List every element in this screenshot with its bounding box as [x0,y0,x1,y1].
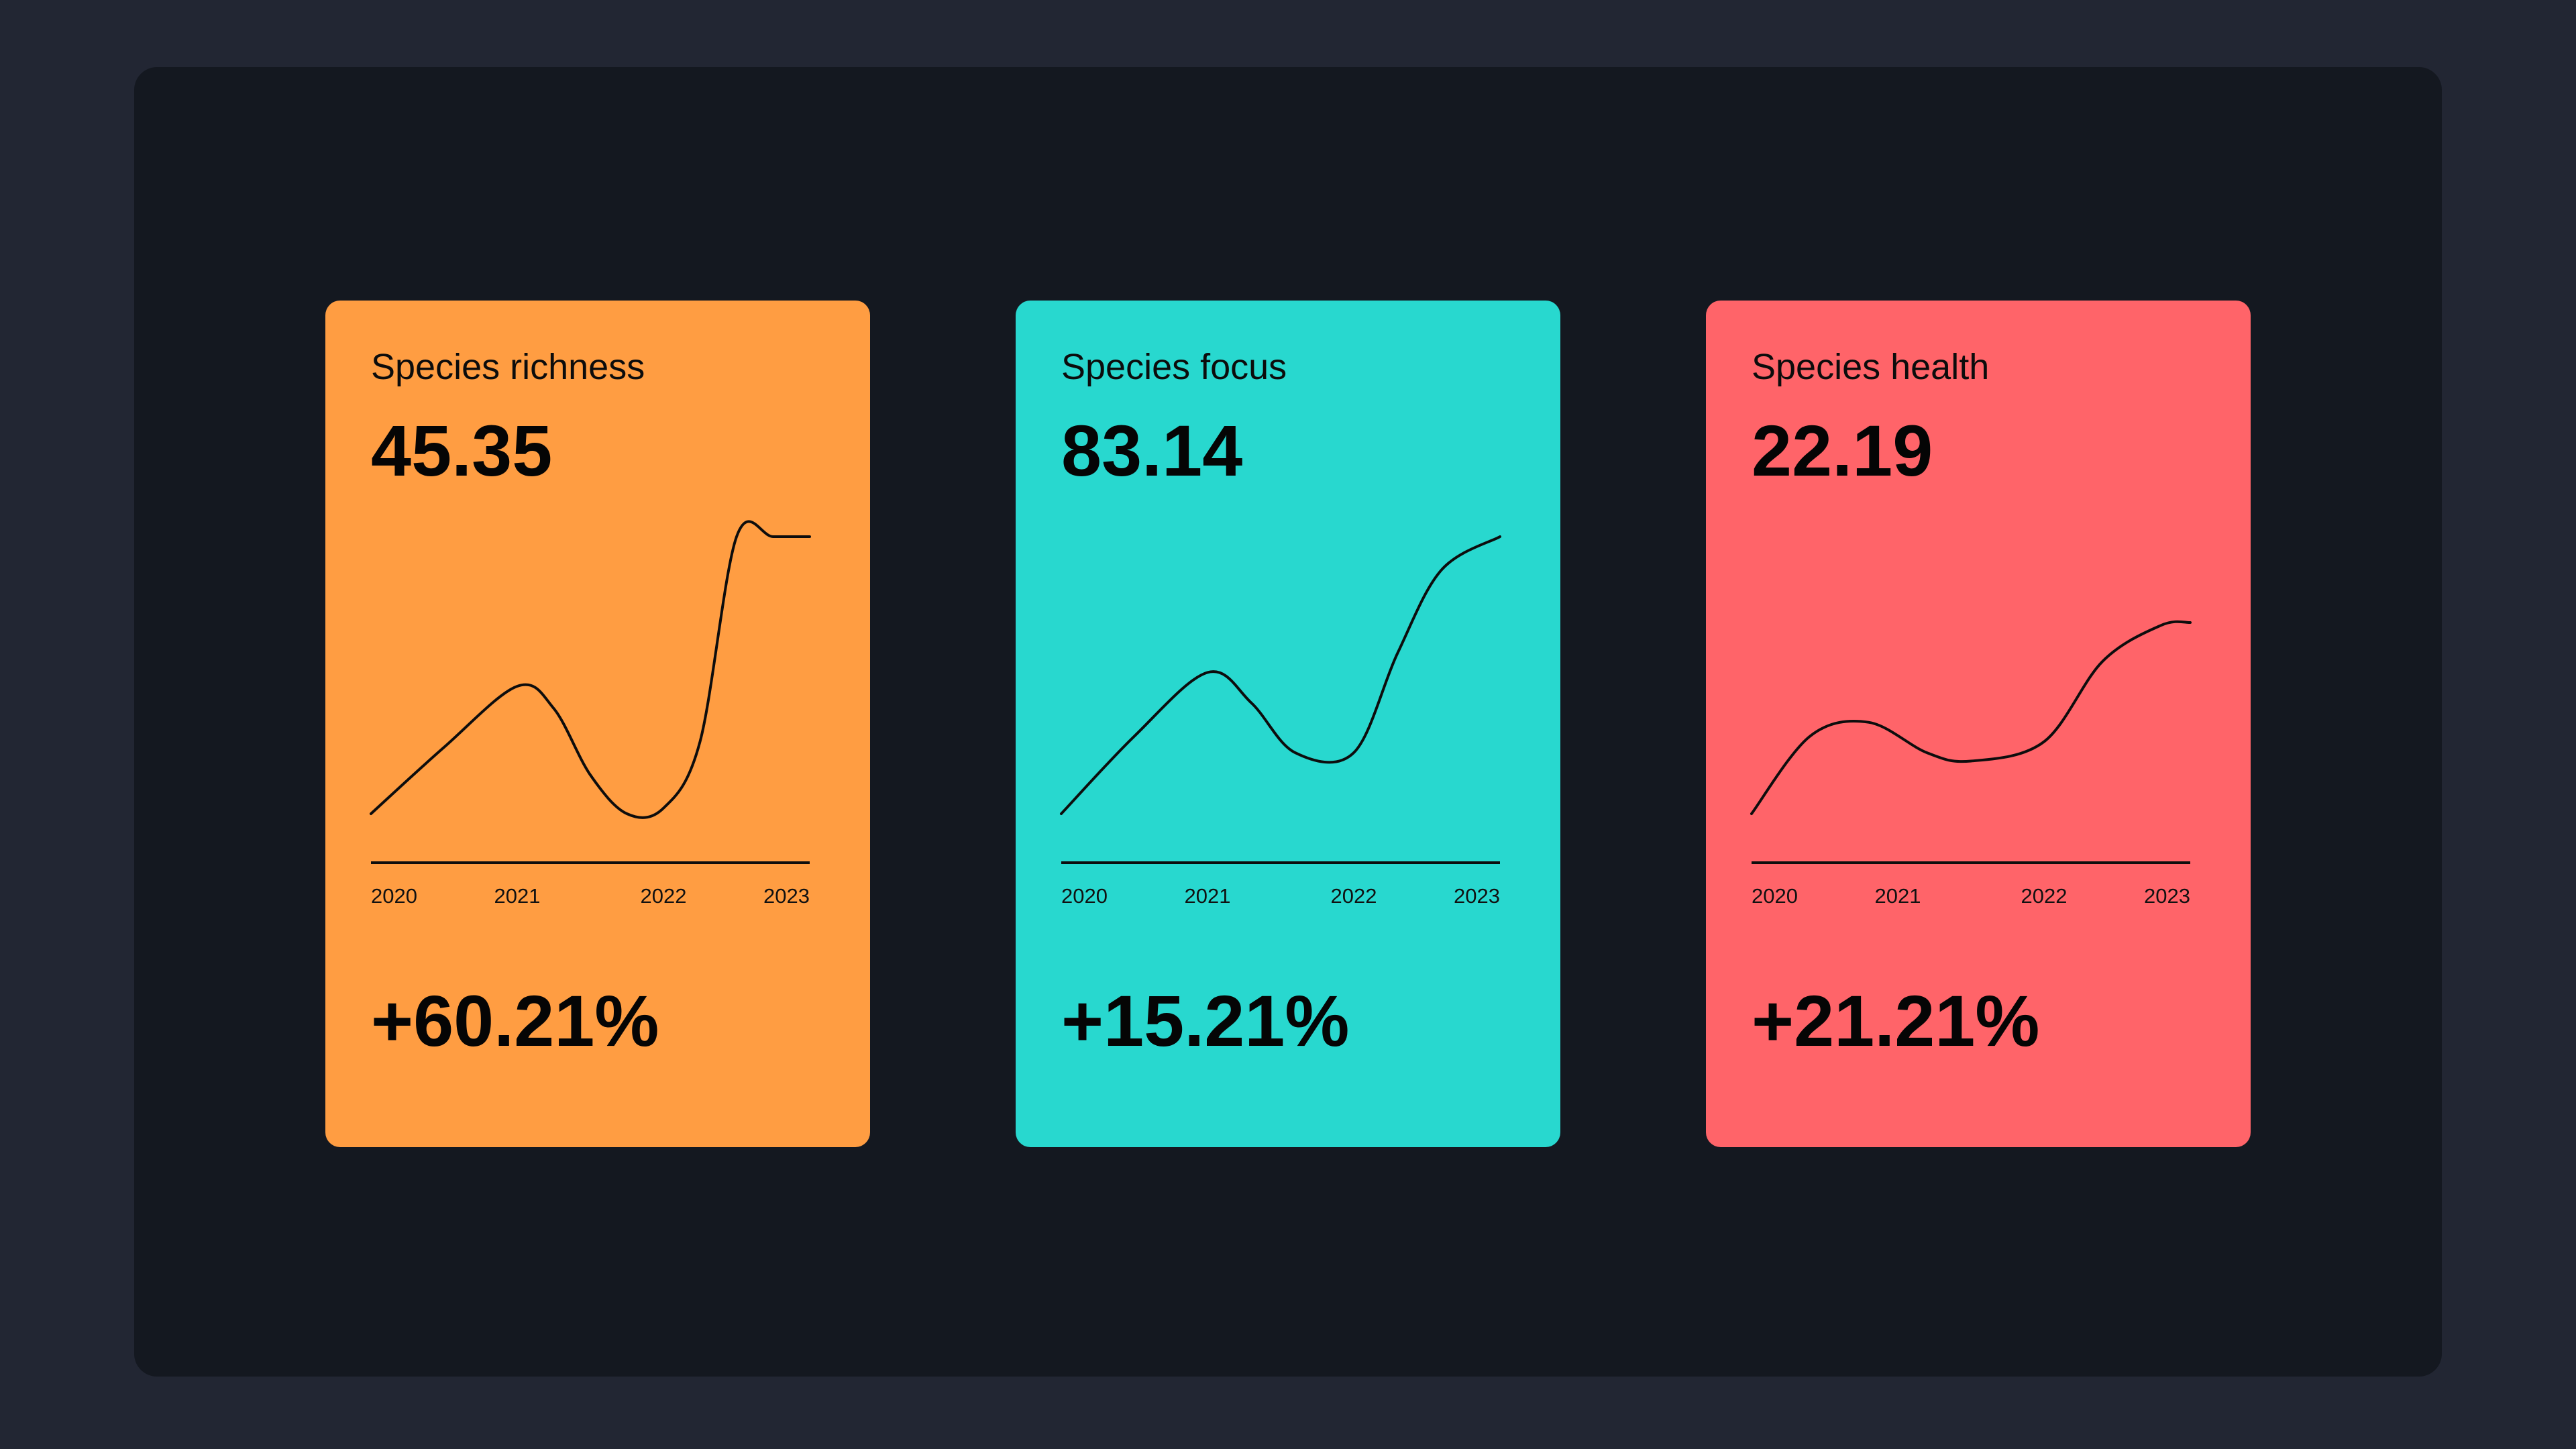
x-tick-label: 2023 [763,884,810,908]
x-tick-label: 2020 [1061,884,1108,908]
x-tick-label: 2021 [494,884,541,908]
card-value: 45.35 [371,410,553,491]
card-title: Species health [1752,347,1990,387]
card-change: +21.21% [1752,980,2040,1061]
card-title: Species richness [371,347,645,387]
card-change: +15.21% [1061,980,1350,1061]
card-title: Species focus [1061,347,1287,387]
x-tick-label: 2023 [1454,884,1500,908]
line-chart: 2020 2021 2022 2023 [1060,535,1501,908]
x-tick-label: 2021 [1185,884,1231,908]
dashboard-panel: Species richness 45.35 2020 2021 2022 2023 … [134,67,2442,1377]
x-tick-label: 2021 [1875,884,1921,908]
x-tick-label: 2022 [1331,884,1377,908]
species-health-card[interactable]: Species health 22.19 2020 2021 2022 2023 +2… [1706,301,2251,1147]
series-line [1060,535,1501,815]
series-line [370,520,811,819]
x-tick-label: 2022 [2021,884,2068,908]
card-value: 22.19 [1752,410,1933,491]
card-value: 83.14 [1061,410,1243,491]
x-tick-label: 2020 [371,884,417,908]
x-tick-label: 2022 [641,884,687,908]
species-focus-card[interactable]: Species focus 83.14 2020 2021 2022 2023 +15… [1016,301,1560,1147]
line-chart: 2020 2021 2022 2023 [1750,620,2192,908]
species-richness-card[interactable]: Species richness 45.35 2020 2021 2022 2023 … [325,301,870,1147]
card-change: +60.21% [371,980,659,1061]
x-tick-label: 2020 [1752,884,1798,908]
series-line [1750,620,2192,815]
x-tick-label: 2023 [2144,884,2190,908]
line-chart: 2020 2021 2022 2023 [370,520,811,908]
